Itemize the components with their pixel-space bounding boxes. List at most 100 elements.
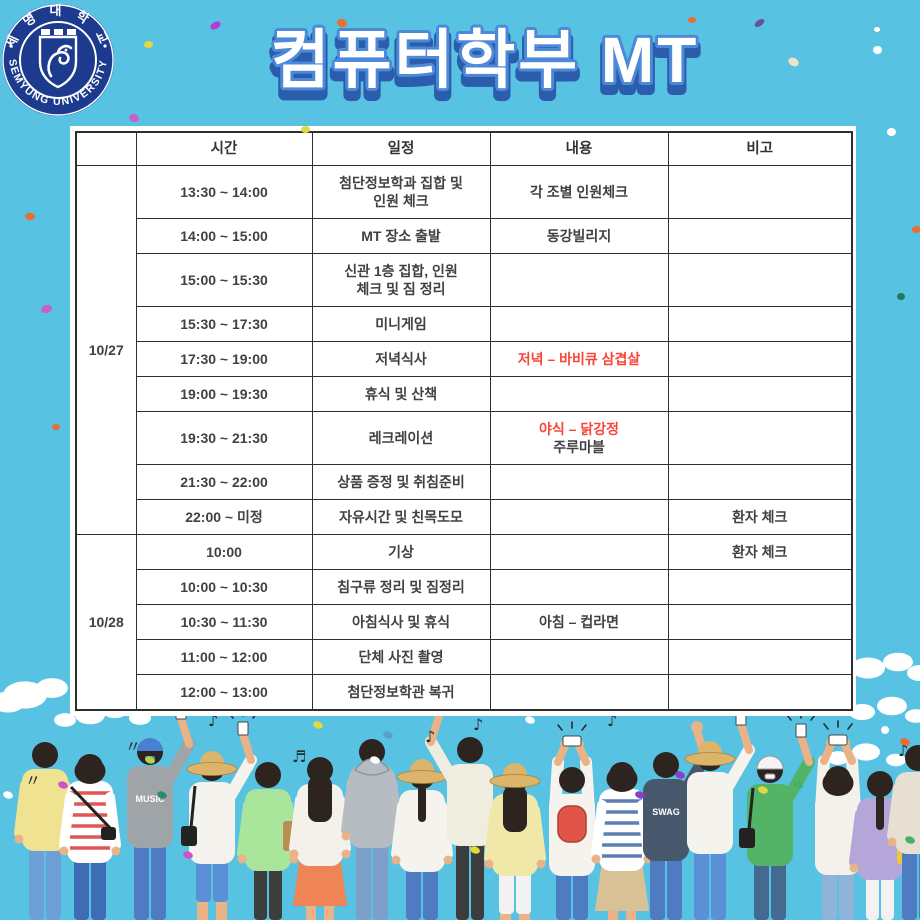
confetti [470,846,480,854]
schedule-table: 시간 일정 내용 비고 10/27 13:30 ~ 14:00 첨단정보학과 집합 … [75,131,853,711]
page-title: 컴퓨터학부 MT 컴퓨터학부 MT [266,21,702,109]
content-cell [489,534,669,570]
schedule-row: 19:30 ~ 21:30 레크레이션 야식 – 닭강정 주루마블 [76,411,853,465]
schedule-row: 10:30 ~ 11:30 아침식사 및 휴식 아침 – 컵라면 [76,604,853,640]
music-note-icon: ♪ [425,727,435,746]
event-cell: 자유시간 및 친목도모 [311,499,491,535]
confetti [52,424,60,430]
time-cell: 15:00 ~ 15:30 [135,253,313,307]
confetti [525,716,535,724]
schedule-row: 21:30 ~ 22:00 상품 증정 및 취침준비 [76,464,853,500]
content-cell: 동강빌리지 [489,218,669,254]
header-content: 내용 [489,131,669,166]
note-cell [667,306,853,342]
confetti [897,293,905,300]
event-cell: 신관 1층 집합, 인원 체크 및 짐 정리 [311,253,491,307]
event-cell: 기상 [311,534,491,570]
time-cell: 15:30 ~ 17:30 [135,306,313,342]
note-cell [667,376,853,412]
schedule-row: 14:00 ~ 15:00 MT 장소 출발 동강빌리지 [76,218,853,254]
time-cell: 10:00 [135,534,313,570]
logo-shield-dragon-icon [38,29,78,89]
time-cell: 22:00 ~ 미정 [135,499,313,535]
note-cell [667,341,853,377]
header-date [75,131,137,166]
confetti [900,738,910,746]
time-cell: 12:00 ~ 13:00 [135,674,313,711]
event-cell: 아침식사 및 휴식 [311,604,491,640]
music-note-icon: ♪ [607,711,617,730]
shirt-text: MUSIC [136,794,166,804]
event-cell: 단체 사진 촬영 [311,639,491,675]
schedule-row: 19:00 ~ 19:30 휴식 및 산책 [76,376,853,412]
date-cell: 10/27 [75,165,137,535]
note-cell [667,604,853,640]
person [815,720,861,920]
time-cell: 21:30 ~ 22:00 [135,464,313,500]
content-cell: 야식 – 닭강정 주루마블 [489,411,669,465]
person [887,745,920,920]
note-cell [667,218,853,254]
confetti [635,791,645,799]
header-note: 비고 [667,131,853,166]
note-cell [667,569,853,605]
confetti [58,781,68,789]
confetti [313,721,323,729]
confetti [370,756,380,764]
schedule-row: 22:00 ~ 미정 자유시간 및 친목도모 환자 체크 [76,499,853,535]
person [14,742,76,920]
content-cell [489,569,669,605]
schedule-card: 시간 일정 내용 비고 10/27 13:30 ~ 14:00 첨단정보학과 집합 … [70,126,856,716]
content-cell [489,376,669,412]
event-cell: 상품 증정 및 취침준비 [311,464,491,500]
note-cell: 환자 체크 [667,534,853,570]
confetti [912,226,920,233]
university-logo-semyung: 세 명 대 학 교 SEMYUNG UNIVERSITY [2,3,114,116]
person [591,762,653,920]
person [684,699,756,920]
note-cell [667,165,853,219]
content-cell [489,499,669,535]
content-cell [489,464,669,500]
note-cell [667,674,853,711]
content-cell [489,253,669,307]
note-cell [667,464,853,500]
event-cell: 레크레이션 [311,411,491,465]
time-cell: 19:30 ~ 21:30 [135,411,313,465]
music-note-icon: ♬ [292,747,306,766]
person [391,759,453,920]
schedule-row: 17:30 ~ 19:00 저녁식사 저녁 – 바비큐 삼겹살 [76,341,853,377]
time-cell: 13:30 ~ 14:00 [135,165,313,219]
schedule-row: 10/27 13:30 ~ 14:00 첨단정보학과 집합 및 인원 체크 각 조별 인… [75,165,853,535]
time-cell: 10:00 ~ 10:30 [135,569,313,605]
note-cell [667,639,853,675]
note-cell [667,411,853,465]
header-row: 시간 일정 내용 비고 [75,131,853,166]
person [289,757,351,920]
person [424,691,493,920]
schedule-row: 10:00 ~ 10:30 침구류 정리 및 짐정리 [76,569,853,605]
confetti [40,303,53,315]
confetti [675,771,685,779]
confetti [383,731,393,739]
schedule-row: 15:30 ~ 17:30 미니게임 [76,306,853,342]
music-note-icon: ♪ [898,741,908,760]
header-event: 일정 [311,131,491,166]
shirt-text: SWAG [652,807,680,817]
music-note-icon: ♪ [208,711,218,730]
confetti [301,126,310,133]
confetti [905,836,915,844]
confetti [24,212,36,221]
confetti [157,791,167,799]
confetti [758,786,768,794]
note-cell [667,253,853,307]
schedule-row: 12:00 ~ 13:00 첨단정보학관 복귀 [76,674,853,711]
event-cell: 미니게임 [311,306,491,342]
date-cell: 10/28 [75,534,137,711]
page-title-shadow: 컴퓨터학부 MT [271,32,700,104]
time-cell: 11:00 ~ 12:00 [135,639,313,675]
confetti [183,851,193,859]
page-title-text: 컴퓨터학부 MT [271,24,700,96]
confetti [145,756,155,764]
content-cell [489,306,669,342]
